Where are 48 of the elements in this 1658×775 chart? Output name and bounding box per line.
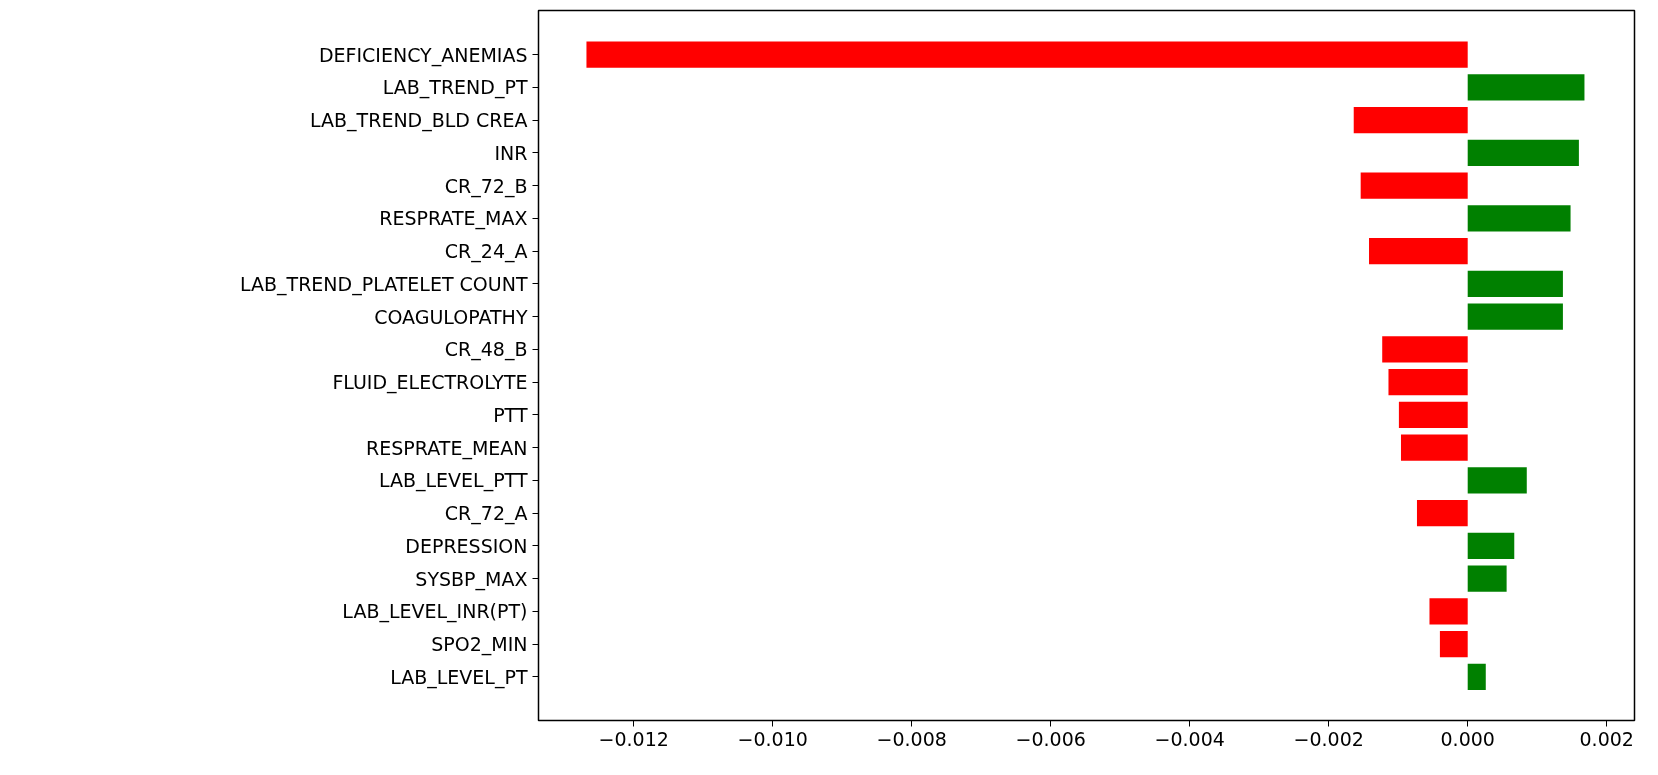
bar [1382, 336, 1468, 363]
x-tick-label: −0.012 [598, 727, 669, 750]
bar [1353, 107, 1468, 134]
bar [1416, 500, 1468, 527]
y-tick-label: DEFICIENCY_ANEMIAS [318, 43, 528, 67]
bar [1467, 270, 1563, 298]
bar [1467, 467, 1527, 494]
y-tick-label: INR [494, 141, 528, 164]
y-tick-label: LAB_LEVEL_PT [390, 665, 528, 689]
y-tick-label: CR_72_A [444, 502, 528, 526]
y-tick-label: CR_48_B [444, 338, 528, 362]
bar [1360, 172, 1468, 199]
bar [1467, 532, 1515, 560]
y-tick-label: LAB_TREND_PLATELET COUNT [240, 272, 528, 296]
y-tick-label: LAB_TREND_PT [382, 76, 528, 100]
x-tick-label: −0.004 [1154, 727, 1225, 750]
y-tick-label: LAB_LEVEL_PTT [378, 469, 528, 493]
y-tick-label: SPO2_MIN [431, 633, 528, 657]
y-tick-label: CR_24_A [444, 240, 528, 264]
bar [1467, 139, 1579, 167]
y-tick-label: SYSBP_MAX [415, 567, 528, 591]
x-tick-label: −0.008 [876, 727, 947, 750]
x-tick-label: 0.002 [1579, 727, 1634, 750]
y-tick-label: DEPRESSION [405, 534, 528, 557]
bar [1467, 663, 1486, 691]
y-tick-label: RESPRATE_MEAN [366, 436, 528, 460]
bar [586, 41, 1468, 68]
x-tick-label: 0.000 [1440, 727, 1495, 750]
y-tick-label: FLUID_ELECTROLYTE [332, 371, 528, 395]
bar [1369, 238, 1468, 265]
bar [1429, 598, 1468, 625]
bar [1388, 369, 1468, 396]
bar [1467, 205, 1571, 232]
y-tick-label: LAB_LEVEL_INR(PT) [342, 600, 528, 624]
y-tick-label: RESPRATE_MAX [379, 207, 528, 231]
bar [1400, 434, 1468, 461]
y-tick-label: COAGULOPATHY [374, 305, 528, 328]
x-tick-label: −0.002 [1293, 727, 1364, 750]
bar [1398, 401, 1468, 429]
x-tick-label: −0.006 [1015, 727, 1086, 750]
bar [1467, 74, 1585, 101]
y-tick-label: LAB_TREND_BLD CREA [310, 109, 528, 133]
y-tick-label: CR_72_B [444, 174, 528, 198]
bar [1439, 631, 1468, 658]
y-tick-label: PTT [493, 403, 528, 426]
bar [1467, 303, 1563, 330]
x-tick-label: −0.010 [737, 727, 808, 750]
bar [1467, 565, 1507, 592]
